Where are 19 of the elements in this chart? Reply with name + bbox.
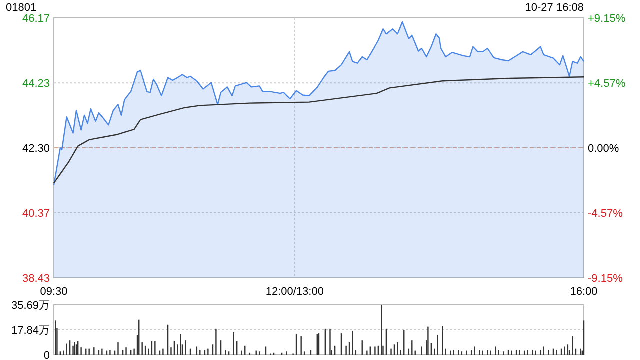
x-tick-label: 09:30	[40, 286, 68, 298]
y-tick-label: 17.84万	[11, 325, 50, 338]
y-tick-label: 42.30	[22, 143, 50, 155]
y2-tick-label: +9.15%	[588, 13, 626, 25]
chart-subtitle: 10-27 16:08	[525, 2, 584, 14]
y2-tick-label: -4.57%	[588, 208, 624, 220]
line-series	[53, 76, 585, 184]
y2-tick-label: +4.57%	[588, 78, 626, 90]
y2-tick-label: 0.00%	[588, 143, 620, 155]
y-tick-label: 46.17	[22, 13, 50, 25]
y-tick-label: 38.43	[22, 273, 50, 285]
y-tick-label: 0	[44, 350, 50, 360]
x-tick-label: 16:00	[570, 286, 598, 298]
y2-tick-label: -9.15%	[588, 273, 624, 285]
y-tick-label: 40.37	[22, 208, 50, 220]
y-tick-label: 35.69万	[11, 300, 50, 312]
chart-title: 01801	[6, 2, 37, 14]
x-tick-label: 12:00/13:00	[266, 286, 324, 298]
y-tick-label: 44.23	[22, 78, 50, 90]
